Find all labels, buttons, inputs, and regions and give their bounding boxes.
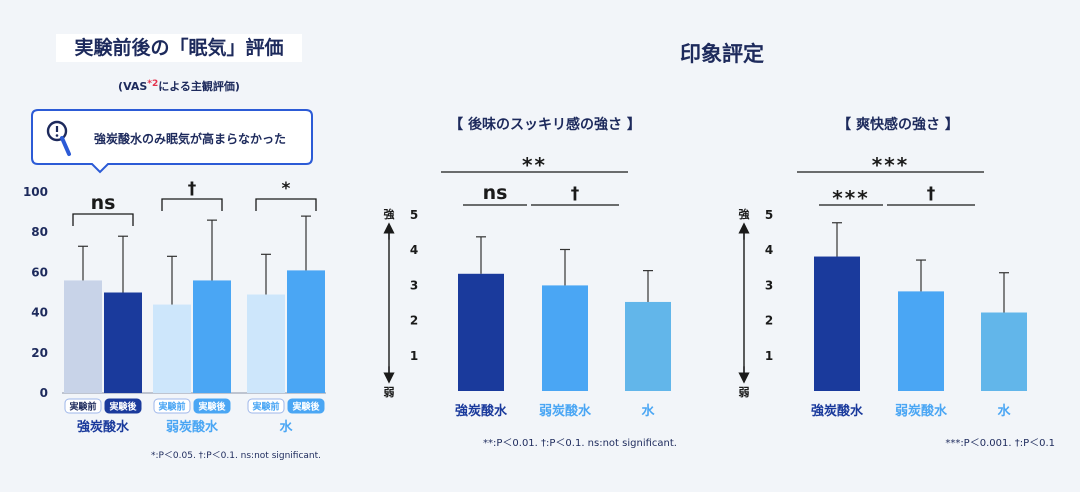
chart2-y-tick-label: 4 [410,243,418,257]
chart1-sig-bracket [72,213,134,226]
chart2-axis-top-label: 強 [384,207,395,221]
left-title-highlight [56,34,302,62]
chart2-category-label: 弱炭酸水 [539,403,592,419]
left-footnote: *:P＜0.05. †:P＜0.1. ns:not significant. [151,451,321,461]
chart2-footnote: **:P＜0.01. †:P＜0.1. ns:not significant. [483,438,677,449]
chart-aftertaste: 1 2 3 4 5 強炭酸水 弱炭酸水 水 ns † ** [383,153,671,419]
chart-drowsiness: 0 20 40 60 80 100 実験前 実験後 ns 強炭酸水 実験前 実験後 † 弱炭酸水 実験前 実験… [23,179,326,435]
chart3-title: 【 爽快感の強さ 】 [837,116,959,133]
chart3-category-label: 強炭酸水 [811,403,864,419]
chart-refreshing: 1 2 3 4 5 強炭酸水 弱炭酸水 水 *** † *** [738,153,1027,419]
chart2-bar [625,301,671,391]
left-title: 実験前後の「眠気」評価 [74,36,283,59]
chart2-y-tick-label: 1 [410,349,418,363]
chart1-sublabel-pill [153,398,191,414]
chart3-axis-bottom-label: 弱 [739,386,750,399]
chart1-y-tick-label: 20 [31,346,48,360]
chart2-y-tick-label: 3 [410,278,418,292]
chart3-y-tick-label: 3 [765,278,773,292]
chart1-bar [287,270,325,393]
left-subtitle-superscript: *2 [147,79,158,89]
chart1-category-label: 強炭酸水 [77,419,130,435]
chart1-bar [193,280,231,393]
chart3-footnote: ***:P＜0.001. †:P＜0.1 [945,438,1055,449]
chart1-sublabel: 実験後 [109,401,137,413]
chart1-sublabel: 実験前 [69,401,96,413]
chart2-axis-bottom-label: 弱 [384,386,395,399]
chart2-title: 【 後味のスッキリ感の強さ 】 [449,116,641,133]
chart2-sig-label: ns [483,182,508,204]
chart3-axis-top-label: 強 [739,207,750,221]
chart2-bar [542,285,588,391]
callout-box: 強炭酸水のみ眠気が高まらなかった [31,109,313,174]
chart1-sublabel: 実験後 [198,401,226,413]
chart3-y-tick-label: 5 [765,208,773,222]
left-subtitle-prefix: (VAS [118,80,147,93]
chart1-category-label: 弱炭酸水 [166,419,219,435]
chart1-sublabel-pill [193,398,231,414]
chart1-sig-label: † [188,179,197,199]
chart2-bar [458,273,504,391]
chart2-category-label: 強炭酸水 [455,403,508,419]
chart1-y-tick-label: 40 [31,306,48,320]
chart3-bar [814,256,860,391]
chart1-bar [104,292,142,393]
chart3-category-label: 弱炭酸水 [895,403,948,419]
chart1-sig-bracket [161,198,223,211]
chart2-sig-label: ** [522,153,547,177]
right-title: 印象評定 [680,42,764,66]
chart3-y-tick-label: 2 [765,314,773,328]
chart2-y-tick-label: 2 [410,314,418,328]
chart1-sublabel-pill [247,398,285,414]
magnifier-icon [46,120,71,156]
chart1-sublabel: 実験前 [252,401,279,413]
chart1-y-tick-label: 100 [23,185,48,199]
chart2-category-label: 水 [641,403,655,419]
chart3-sig-label: † [927,184,936,204]
chart1-sublabel: 実験前 [158,401,185,413]
chart3-sig-label: *** [832,186,869,210]
chart2-y-tick-label: 5 [410,208,418,222]
chart1-y-tick-label: 60 [31,265,48,279]
chart1-sig-label: * [282,179,291,199]
chart1-bar [64,280,102,393]
chart1-sublabel: 実験後 [292,401,320,413]
chart3-bar [981,312,1027,391]
left-subtitle: (VAS*2による主観評価) [118,79,240,93]
chart3-category-label: 水 [997,403,1011,419]
chart1-sublabel-pill [104,398,142,414]
chart1-y-tick-label: 80 [31,225,48,239]
chart1-y-tick-label: 0 [40,386,48,400]
chart3-y-tick-label: 1 [765,349,773,363]
chart1-sig-label: ns [91,192,116,214]
chart1-category-label: 水 [279,419,293,435]
chart1-sublabel-pill [64,398,102,414]
chart1-bar [247,294,285,393]
chart3-bar [898,291,944,391]
chart3-y-tick-label: 4 [765,243,773,257]
chart1-sig-bracket [255,198,317,211]
chart1-sublabel-pill [287,398,325,414]
chart3-sig-label: *** [872,153,909,177]
left-subtitle-suffix: による主観評価) [158,79,240,93]
chart1-bar [153,304,191,393]
callout-text: 強炭酸水のみ眠気が高まらなかった [94,131,286,146]
chart2-sig-label: † [571,184,580,204]
